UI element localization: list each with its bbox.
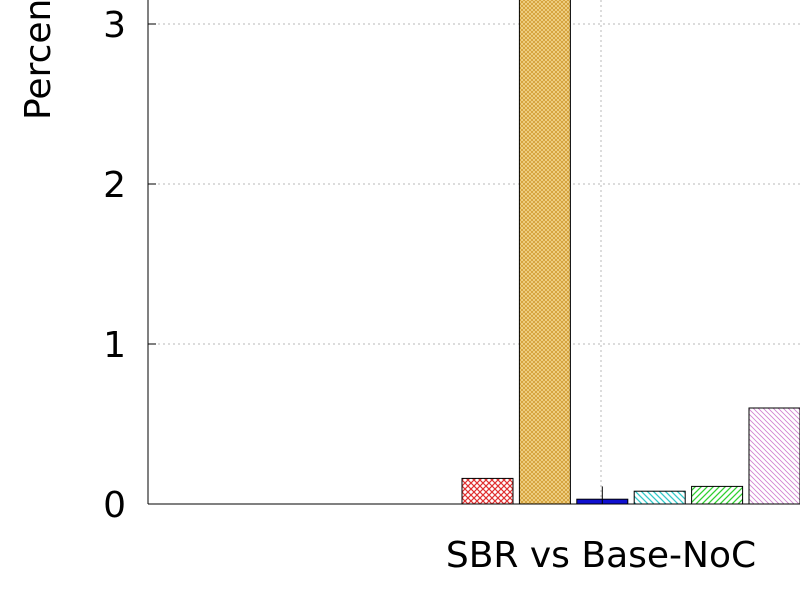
- axes: [147, 0, 800, 505]
- bar-series-5: [691, 485, 744, 505]
- x-category-label: SBR vs Base-NoC: [446, 535, 756, 576]
- y-tick-label: 0: [103, 485, 126, 526]
- y-tick-label: 1: [103, 325, 126, 366]
- y-tick-label: 2: [103, 165, 126, 206]
- bar-series-6: [748, 407, 800, 505]
- y-axis-title: Percent: [18, 0, 59, 120]
- grid-lines: [148, 0, 800, 504]
- labels: 0 1 2 3 SBR vs Base-NoC: [103, 5, 756, 576]
- bar-series-1: [461, 477, 514, 505]
- y-tick-label: 3: [103, 5, 126, 46]
- bar-series-2: [518, 0, 571, 505]
- bar-series-4: [633, 490, 686, 505]
- bars: [461, 0, 800, 505]
